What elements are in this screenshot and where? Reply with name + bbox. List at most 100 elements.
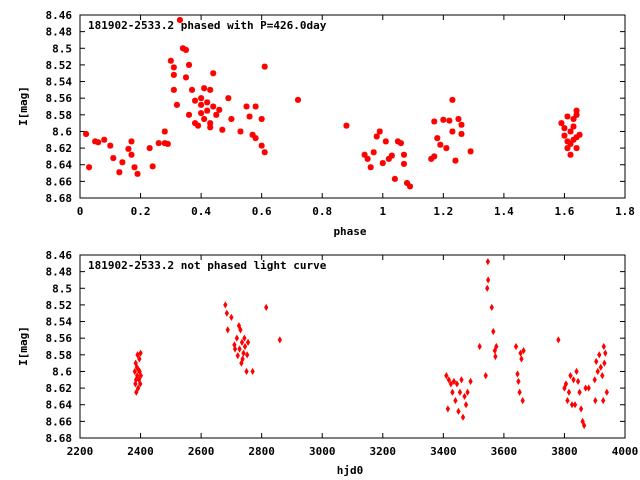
data-point xyxy=(565,396,570,405)
data-point xyxy=(119,159,126,166)
data-point xyxy=(132,367,137,376)
data-point xyxy=(562,384,567,392)
data-point xyxy=(567,140,574,147)
data-point xyxy=(213,111,220,118)
data-point xyxy=(452,157,459,164)
data-point xyxy=(561,132,568,139)
data-point xyxy=(246,113,253,120)
data-point xyxy=(462,392,467,400)
data-point xyxy=(485,276,491,284)
data-point xyxy=(92,138,99,145)
data-point xyxy=(594,357,599,366)
data-point xyxy=(444,372,449,380)
data-point xyxy=(491,327,496,336)
data-point xyxy=(437,141,444,148)
data-point xyxy=(201,115,208,122)
data-point xyxy=(179,45,186,52)
data-point xyxy=(570,136,577,143)
data-point xyxy=(149,163,156,170)
data-point xyxy=(240,355,245,363)
data-point xyxy=(238,326,243,334)
unphased-x-axis-label: hjd0 xyxy=(337,464,364,477)
data-point xyxy=(134,388,139,396)
data-point xyxy=(367,164,374,171)
data-point xyxy=(373,133,380,140)
data-point xyxy=(170,64,177,71)
data-point xyxy=(234,334,239,342)
data-point xyxy=(569,401,575,409)
data-point xyxy=(431,118,438,125)
data-point xyxy=(182,46,189,53)
unphased-y-axis-label: I[mag] xyxy=(17,326,30,366)
unphased-x-tick-label: 4000 xyxy=(612,445,639,458)
data-point xyxy=(195,122,202,129)
data-point xyxy=(465,388,470,396)
phased-y-tick-label: 8.62 xyxy=(46,142,73,155)
data-point xyxy=(457,388,463,396)
phased-y-tick-label: 8.54 xyxy=(46,76,73,89)
data-point xyxy=(235,352,240,360)
data-point xyxy=(573,111,580,118)
data-point xyxy=(225,95,232,102)
phased-x-tick-label: 1.6 xyxy=(555,205,575,218)
unphased-x-tick-label: 2600 xyxy=(188,445,215,458)
data-point xyxy=(440,116,447,123)
data-point xyxy=(131,164,138,171)
phased-plot-frame xyxy=(79,14,626,199)
data-point xyxy=(95,139,102,146)
data-point xyxy=(258,115,265,122)
data-point xyxy=(170,71,177,78)
data-point xyxy=(581,421,587,430)
data-point xyxy=(603,349,608,357)
data-point xyxy=(192,120,199,127)
data-point xyxy=(566,388,572,396)
data-point xyxy=(232,345,238,353)
data-point xyxy=(489,303,494,311)
data-point xyxy=(242,342,248,351)
data-point xyxy=(170,86,177,93)
data-point xyxy=(237,345,242,353)
data-point xyxy=(443,145,450,152)
data-point xyxy=(449,128,456,135)
data-point xyxy=(295,96,301,103)
data-point xyxy=(561,125,568,132)
data-point xyxy=(128,138,135,145)
phased-y-tick-label: 8.56 xyxy=(46,92,73,105)
data-point xyxy=(186,111,192,118)
data-point xyxy=(379,160,386,167)
data-point xyxy=(225,326,230,334)
data-point xyxy=(385,155,392,162)
data-point xyxy=(407,183,414,190)
data-point xyxy=(453,396,458,405)
data-point xyxy=(361,151,368,158)
data-point xyxy=(573,145,580,152)
data-point xyxy=(237,128,244,135)
data-point xyxy=(571,376,576,384)
data-point xyxy=(513,342,519,351)
data-point xyxy=(574,367,579,376)
data-point xyxy=(216,106,223,113)
data-point xyxy=(370,149,377,156)
data-point xyxy=(404,180,410,187)
data-point xyxy=(135,372,140,380)
data-point xyxy=(192,97,199,104)
data-point xyxy=(468,377,473,386)
phased-x-axis-label: phase xyxy=(333,225,366,238)
data-point xyxy=(394,138,401,145)
data-point xyxy=(207,86,214,93)
data-point xyxy=(570,123,577,130)
data-point xyxy=(516,377,521,386)
data-point xyxy=(128,151,135,158)
data-point xyxy=(210,103,217,110)
data-point xyxy=(400,151,407,158)
data-point xyxy=(364,155,371,162)
data-point xyxy=(564,138,571,145)
data-point xyxy=(210,70,217,77)
data-point xyxy=(431,153,438,160)
data-point xyxy=(573,107,580,114)
data-point xyxy=(236,322,242,330)
data-point xyxy=(454,380,460,388)
data-point xyxy=(107,142,114,149)
unphased-x-tick-label: 3000 xyxy=(309,445,336,458)
